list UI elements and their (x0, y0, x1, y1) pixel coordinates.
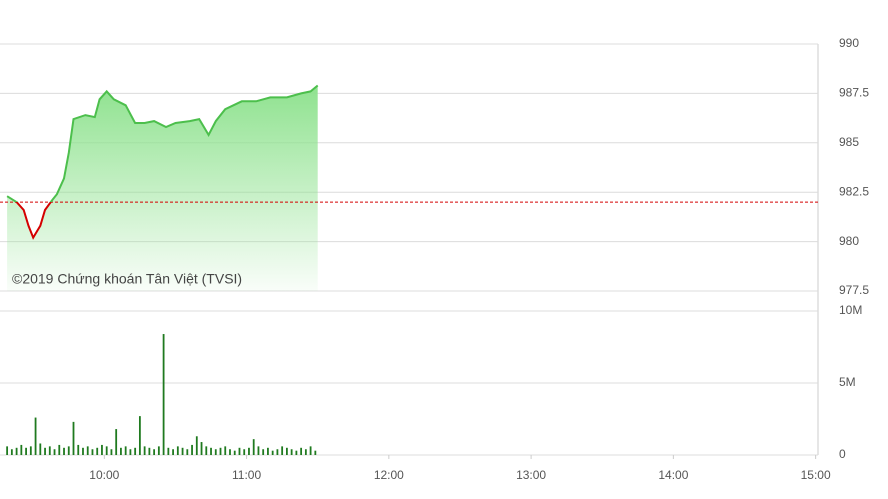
volume-bar (48, 446, 51, 455)
volume-bar (6, 446, 9, 455)
volume-bar (248, 447, 250, 455)
volume-bar (262, 449, 265, 455)
volume-bar (257, 446, 260, 455)
x-tick-label: 15:00 (801, 468, 831, 482)
x-tick-label: 13:00 (516, 468, 546, 482)
volume-bar (191, 444, 193, 455)
volume-bar (124, 446, 127, 455)
volume-bar (134, 447, 137, 455)
volume-bar (304, 449, 307, 455)
volume-bar (20, 444, 23, 455)
volume-bar (120, 447, 122, 455)
y-tick-label: 0 (839, 447, 846, 461)
volume-bar (63, 447, 65, 455)
volume-bar (243, 449, 246, 455)
volume-bar (224, 446, 227, 455)
y-tick-label: 5M (839, 375, 856, 389)
volume-bar (15, 447, 18, 455)
x-tick-label: 10:00 (89, 468, 119, 482)
y-tick-label: 982.5 (839, 184, 869, 198)
volume-bar (58, 444, 61, 455)
volume-bar (143, 446, 146, 455)
volume-bar (172, 449, 174, 455)
volume-bar (29, 446, 32, 455)
volume-bar (157, 446, 160, 455)
price-area (7, 85, 318, 291)
volume-bar (67, 446, 70, 455)
volume-bar (181, 447, 184, 455)
volume-bar (214, 449, 217, 455)
volume-bar (290, 449, 293, 455)
y-tick-label: 990 (839, 36, 859, 50)
volume-bar (314, 450, 317, 455)
price-line-up (6, 84, 319, 203)
volume-bar (229, 449, 231, 455)
volume-bar (25, 447, 27, 455)
watermark: ©2019 Chứng khoán Tân Việt (TVSI) (12, 271, 242, 287)
volume-bar (285, 447, 288, 455)
volume-bar (138, 416, 141, 455)
volume-bar (39, 443, 42, 455)
x-tick-label: 11:00 (232, 468, 261, 482)
volume-bar (238, 447, 241, 455)
volume-bar (105, 446, 108, 455)
y-tick-label: 987.5 (839, 86, 869, 100)
volume-bar (10, 449, 13, 455)
volume-bar (281, 446, 284, 455)
volume-bar (295, 450, 298, 455)
volume-bar (34, 417, 37, 455)
volume-bar (267, 447, 269, 455)
volume-bar (91, 449, 94, 455)
volume-bar (110, 449, 113, 455)
volume-bar (233, 450, 236, 455)
volume-bar (300, 447, 303, 455)
volume-bar (86, 446, 89, 455)
volume-bar (195, 436, 198, 455)
volume-bar (167, 447, 170, 455)
volume-bar (271, 450, 274, 455)
volume-bar (176, 446, 179, 455)
volume-bar (200, 442, 203, 455)
volume-bar (53, 449, 56, 455)
x-tick-label: 14:00 (658, 468, 688, 482)
volume-bar (309, 446, 312, 455)
volume-bar (162, 334, 165, 455)
volume-bar (77, 444, 80, 455)
volume-bar (205, 446, 208, 455)
price-line-down (14, 202, 52, 240)
volume-bar (115, 429, 118, 455)
volume-bar (219, 447, 222, 455)
volume-bar (96, 447, 99, 455)
y-tick-label: 985 (839, 135, 859, 149)
y-tick-label: 977.5 (839, 283, 869, 297)
volume-bar (101, 444, 103, 455)
y-tick-label: 10M (839, 303, 862, 317)
volume-bar (72, 421, 75, 455)
volume-bar (276, 449, 279, 455)
volume-bar (44, 447, 46, 455)
volume-bar (148, 447, 151, 455)
volume-bar (252, 439, 255, 455)
y-tick-label: 980 (839, 234, 859, 248)
x-tick-label: 12:00 (374, 468, 404, 482)
volume-bar (153, 449, 156, 455)
volume-bar (82, 447, 84, 455)
volume-bar (186, 449, 189, 455)
volume-bar (129, 449, 132, 455)
volume-bar (210, 447, 212, 455)
